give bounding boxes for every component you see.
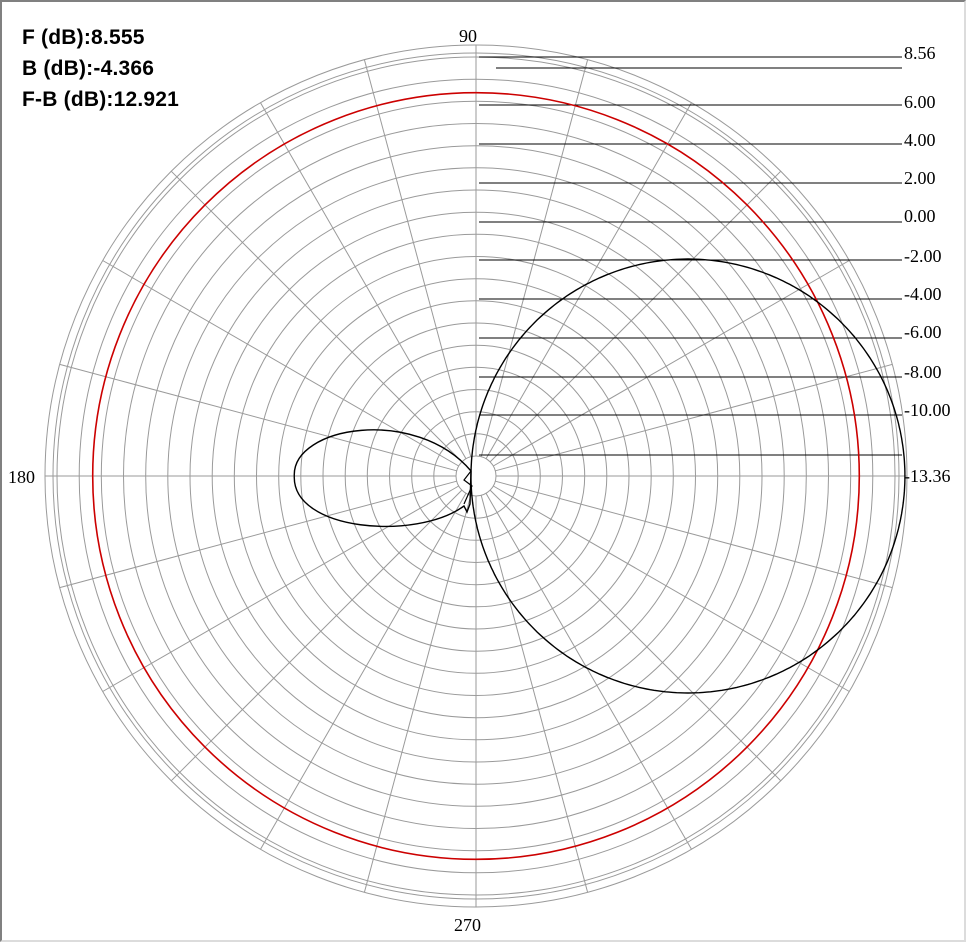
grid-spoke bbox=[59, 480, 457, 589]
front-gain-label: F (dB):8.555 bbox=[22, 26, 145, 49]
ring-label: 0.00 bbox=[904, 206, 936, 226]
grid-spoke bbox=[480, 495, 589, 893]
ring-label: 4.00 bbox=[904, 130, 936, 150]
angle-label-group: 90 180 270 bbox=[8, 26, 481, 935]
grid-spoke bbox=[489, 489, 782, 782]
ring-label: 6.00 bbox=[904, 92, 936, 112]
angle-label-270: 270 bbox=[454, 915, 481, 935]
ring-label: -4.00 bbox=[904, 284, 942, 304]
front-back-ratio-label: F-B (dB):12.921 bbox=[22, 88, 180, 111]
ring-label: -8.00 bbox=[904, 362, 942, 382]
back-gain-label: B (dB):-4.366 bbox=[22, 57, 155, 80]
grid-spoke bbox=[489, 170, 782, 463]
angle-label-90: 90 bbox=[459, 26, 477, 46]
grid-spoke bbox=[260, 102, 467, 459]
grid-spoke bbox=[363, 495, 472, 893]
grid-spoke bbox=[485, 493, 692, 850]
grid-spoke bbox=[495, 363, 893, 472]
ring-label-group: 8.56 6.00 4.00 2.00 0.00 -2.00 -4.00 -6.00 -8.00… bbox=[479, 43, 951, 486]
angle-label-180: 180 bbox=[8, 467, 35, 487]
grid-spoke bbox=[170, 170, 463, 463]
pattern-traces bbox=[91, 91, 906, 861]
grid-spoke bbox=[493, 485, 850, 692]
grid-spoke bbox=[363, 59, 472, 457]
grid-spoke bbox=[170, 489, 463, 782]
trace-circle bbox=[91, 91, 861, 861]
grid-spoke bbox=[480, 59, 589, 457]
ring-label: -13.36 bbox=[904, 466, 951, 486]
grid-spoke bbox=[493, 260, 850, 467]
polar-grid bbox=[44, 44, 908, 908]
ring-label: 8.56 bbox=[904, 43, 936, 63]
ring-label: -2.00 bbox=[904, 246, 942, 266]
grid-spoke bbox=[495, 480, 893, 589]
ring-label: 2.00 bbox=[904, 168, 936, 188]
trace-back-lobe bbox=[293, 429, 472, 528]
grid-spoke bbox=[102, 485, 459, 692]
trace-center-detail bbox=[463, 470, 473, 505]
grid-spoke bbox=[59, 363, 457, 472]
grid-spoke bbox=[485, 102, 692, 459]
trace-front-lobe bbox=[470, 258, 906, 694]
ring-label: -6.00 bbox=[904, 322, 942, 342]
ring-label: -10.00 bbox=[904, 400, 951, 420]
grid-spoke bbox=[260, 493, 467, 850]
